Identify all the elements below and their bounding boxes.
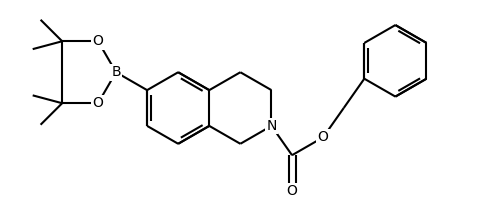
Text: O: O (318, 130, 328, 144)
Text: O: O (93, 34, 103, 48)
Text: N: N (266, 119, 277, 133)
Text: B: B (111, 65, 121, 79)
Text: O: O (93, 96, 103, 110)
Text: O: O (286, 184, 298, 198)
